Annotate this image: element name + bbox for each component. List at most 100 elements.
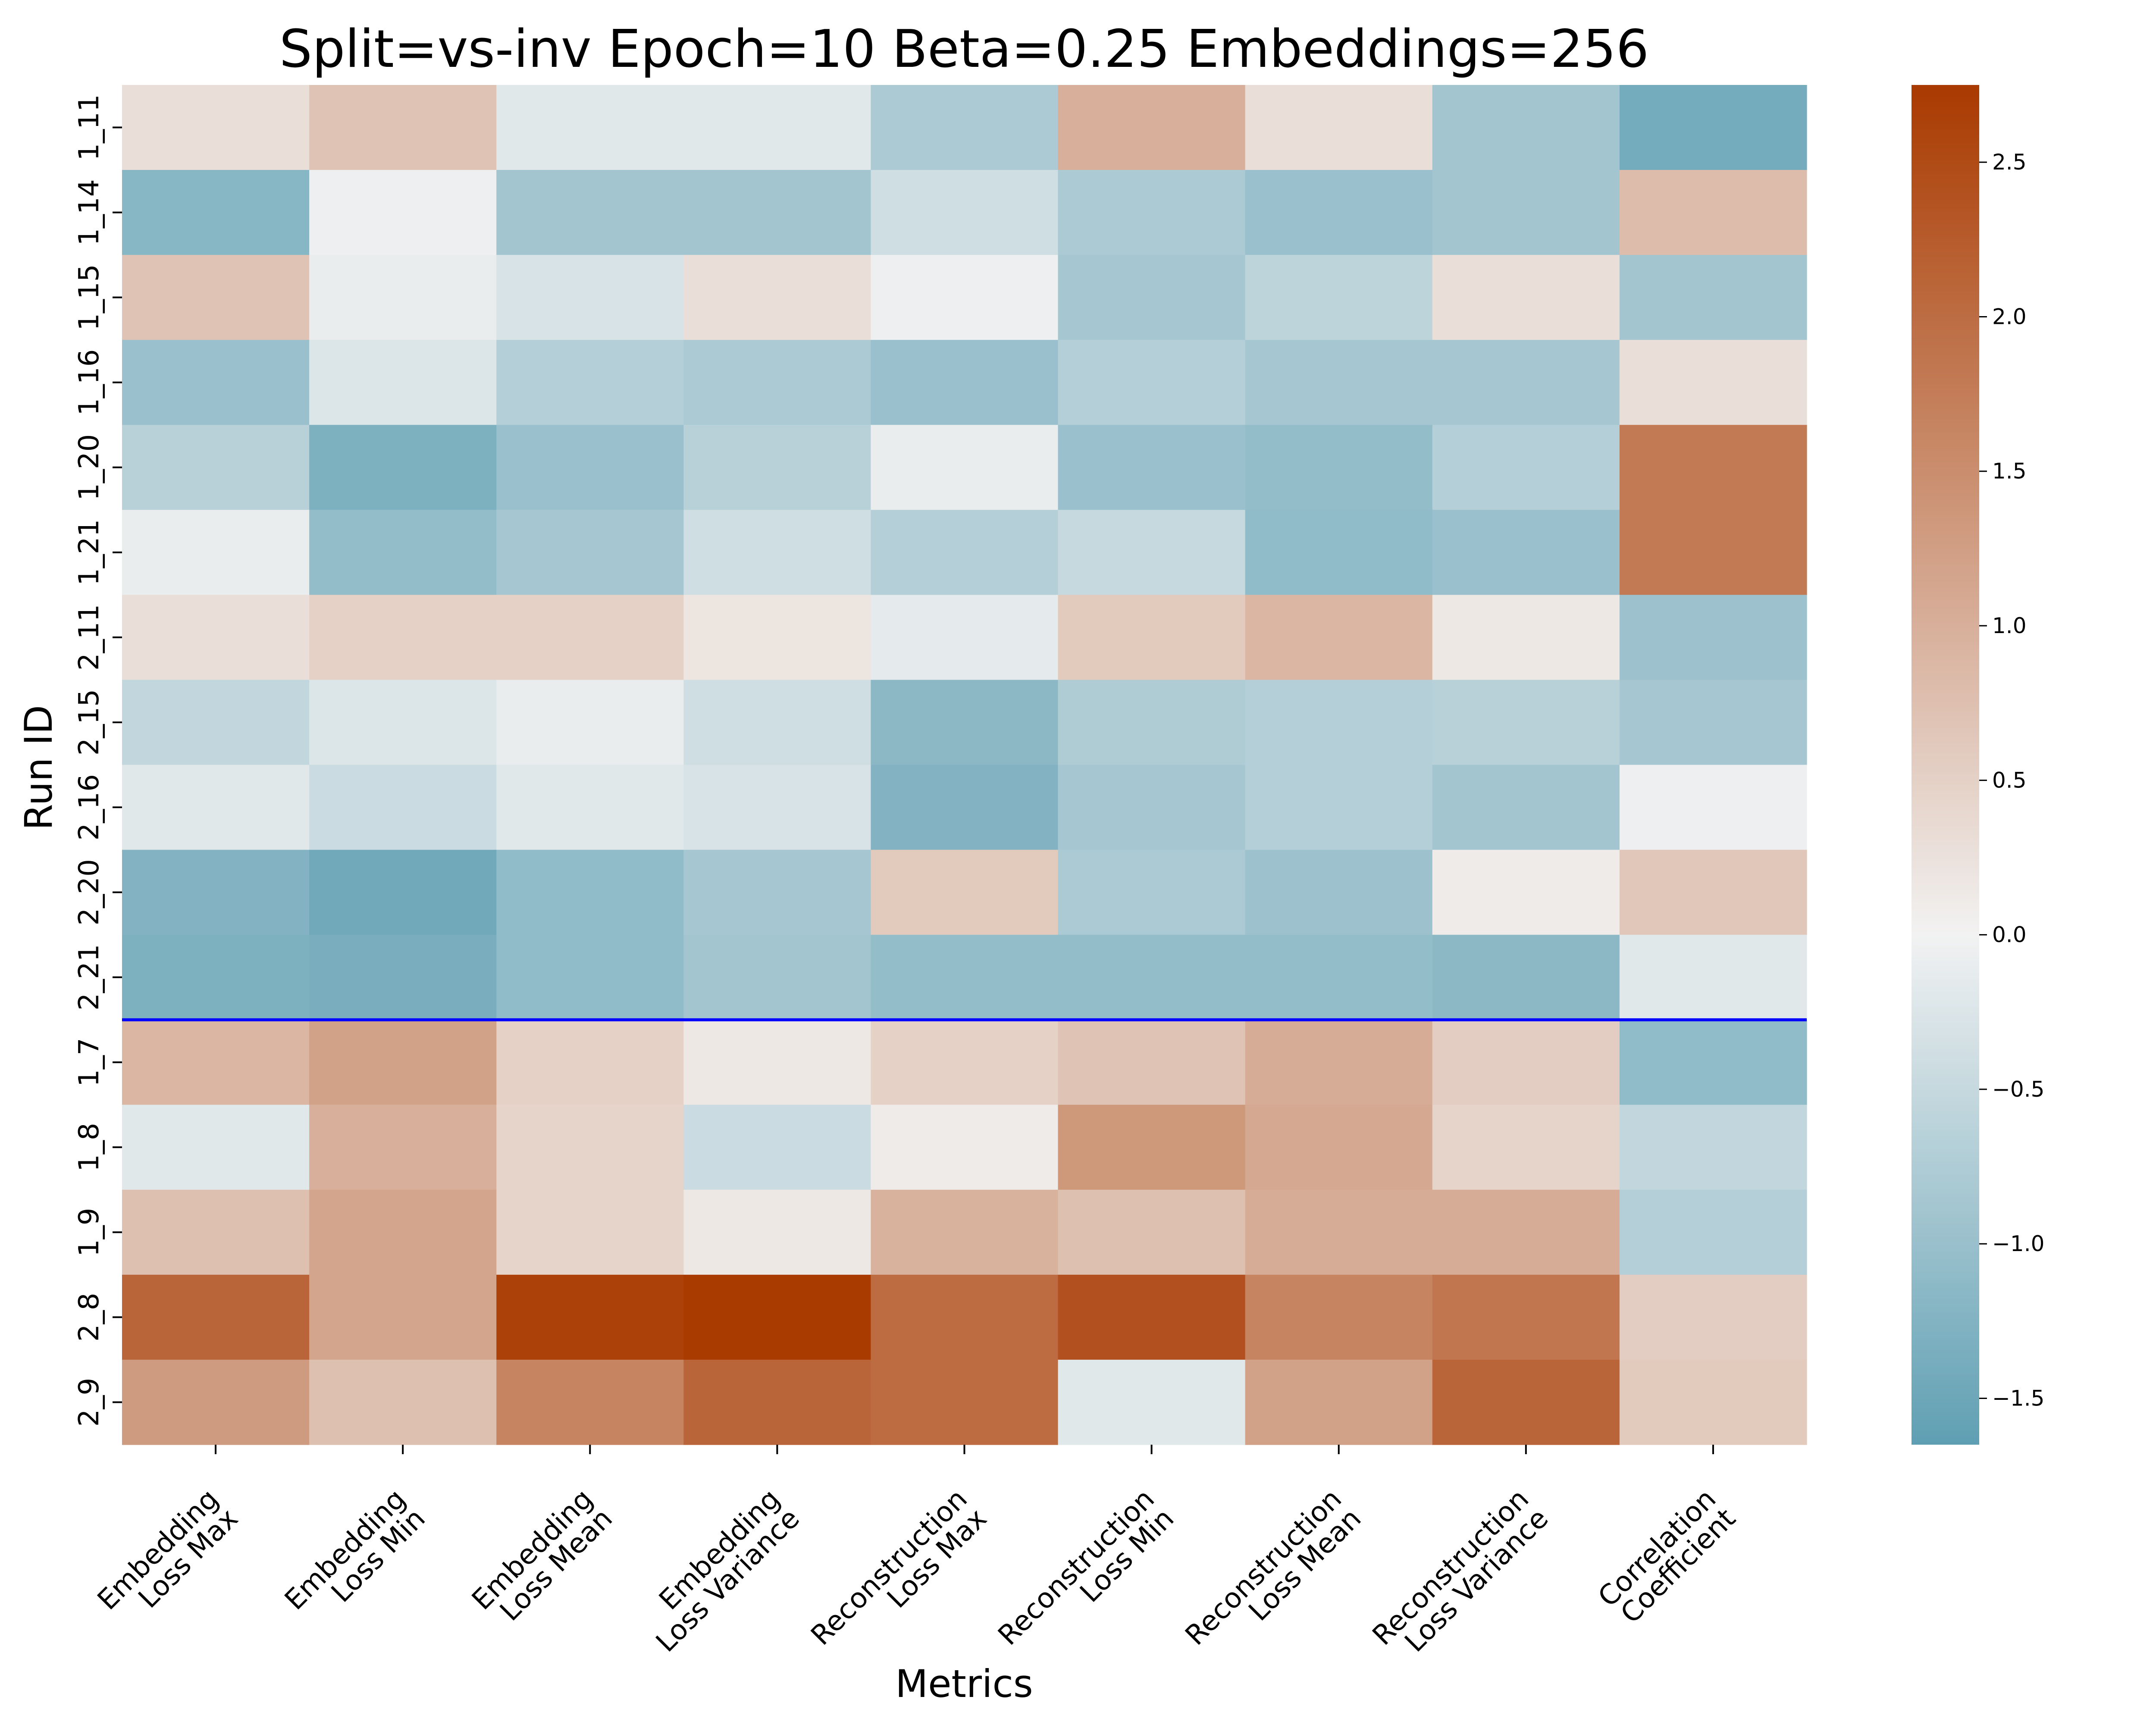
heatmap-cell	[1058, 680, 1246, 765]
colorbar-tick-label: −0.5	[1992, 1077, 2044, 1102]
heatmap-cell	[871, 850, 1059, 935]
heatmap-cell	[871, 340, 1059, 425]
heatmap-cell	[1432, 850, 1620, 935]
heatmap-cell	[122, 340, 310, 425]
heatmap-cell	[1058, 510, 1246, 595]
x-tick-label: ReconstructionLoss Variance	[1366, 1483, 1554, 1671]
heatmap-cell	[1058, 425, 1246, 510]
heatmap-cell	[1619, 850, 1807, 935]
heatmap-cell	[1058, 340, 1246, 425]
heatmap-cell	[1619, 255, 1807, 340]
heatmap-cell	[309, 1274, 497, 1360]
heatmap-cell	[1432, 170, 1620, 255]
y-tick-label: 1_15	[73, 264, 105, 331]
heatmap-cell	[683, 1274, 871, 1360]
colorbar-tick-label: −1.5	[1992, 1386, 2044, 1411]
y-tick-label: 2_11	[73, 604, 105, 671]
heatmap-cell	[496, 340, 684, 425]
heatmap-cell	[122, 85, 310, 170]
x-tick-label: EmbeddingLoss Mean	[466, 1483, 619, 1636]
heatmap-cell	[1245, 935, 1433, 1020]
y-tick-label: 1_16	[73, 349, 105, 416]
heatmap-cell	[871, 425, 1059, 510]
heatmap-cell	[871, 170, 1059, 255]
heatmap-cell	[871, 85, 1059, 170]
heatmap-cell	[496, 510, 684, 595]
heatmap-cell	[1245, 340, 1433, 425]
heatmap-cell	[496, 765, 684, 850]
x-tick-label: ReconstructionLoss Mean	[1179, 1483, 1367, 1671]
y-tick-label: 1_8	[73, 1123, 105, 1172]
heatmap-cell	[683, 425, 871, 510]
heatmap-cell	[309, 850, 497, 935]
heatmap-cell	[496, 850, 684, 935]
y-tick-label: 1_20	[73, 434, 105, 501]
heatmap-cell	[871, 680, 1059, 765]
heatmap-cell	[122, 510, 310, 595]
heatmap-cell	[1245, 595, 1433, 681]
heatmap-cell	[1619, 510, 1807, 595]
heatmap-cell	[122, 765, 310, 850]
heatmap-cell	[1058, 935, 1246, 1020]
x-axis-ticks: EmbeddingLoss Max EmbeddingLoss Min Embedd…	[91, 1445, 1742, 1671]
heatmap-cell	[871, 595, 1059, 681]
heatmap-cell	[1245, 255, 1433, 340]
heatmap-cell	[122, 680, 310, 765]
heatmap-cell	[1245, 85, 1433, 170]
y-tick-label: 1_9	[73, 1208, 105, 1257]
colorbar-tick-label: −1.0	[1992, 1231, 2044, 1256]
colorbar-tick-label: 2.5	[1992, 150, 2027, 175]
heatmap-cell	[871, 935, 1059, 1020]
y-tick-label: 1_11	[73, 94, 105, 160]
heatmap-cell	[683, 1104, 871, 1190]
heatmap-cell	[309, 1359, 497, 1445]
heatmap-cell	[122, 1359, 310, 1445]
heatmap-cell	[1245, 680, 1433, 765]
heatmap-cell	[309, 85, 497, 170]
heatmap-cell	[1619, 1189, 1807, 1275]
heatmap-cell	[1058, 765, 1246, 850]
heatmap-cell	[1619, 935, 1807, 1020]
heatmap-cell	[122, 425, 310, 510]
heatmap-cell	[1245, 170, 1433, 255]
heatmap-cell	[309, 255, 497, 340]
heatmap-cell	[1432, 680, 1620, 765]
heatmap-cell	[871, 1189, 1059, 1275]
heatmap-cell	[496, 1104, 684, 1190]
heatmap-cell	[1245, 510, 1433, 595]
heatmap-cell	[1619, 1274, 1807, 1360]
colorbar-tick-label: 0.5	[1992, 768, 2027, 793]
heatmap-cell	[309, 425, 497, 510]
heatmap-cell	[1432, 595, 1620, 681]
heatmap-cell	[1432, 1104, 1620, 1190]
heatmap-cell	[122, 1019, 310, 1105]
heatmap-cell	[1245, 1019, 1433, 1105]
heatmap-cell	[1058, 255, 1246, 340]
x-tick-label: ReconstructionLoss Min	[992, 1483, 1180, 1671]
heatmap-cell	[122, 1189, 310, 1275]
heatmap-cell	[1619, 765, 1807, 850]
heatmap-cell	[683, 595, 871, 681]
heatmap-cell	[871, 1359, 1059, 1445]
heatmap-cell	[683, 680, 871, 765]
heatmap-cell	[1058, 850, 1246, 935]
heatmap-cell	[1058, 1104, 1246, 1190]
heatmap-cell	[1432, 765, 1620, 850]
heatmap-cell	[683, 850, 871, 935]
heatmap-cell	[683, 935, 871, 1020]
y-tick-label: 2_20	[73, 859, 105, 925]
y-tick-label: 1_14	[73, 179, 105, 246]
x-tick-label: EmbeddingLoss Min	[279, 1483, 431, 1636]
heatmap-cell	[871, 1019, 1059, 1105]
heatmap-cell	[1432, 1019, 1620, 1105]
heatmap-cell	[1058, 1359, 1246, 1445]
x-tick-label: EmbeddingLoss Variance	[630, 1483, 806, 1659]
heatmap-cell	[1058, 595, 1246, 681]
heatmap-cell	[1619, 595, 1807, 681]
y-axis-label: Run ID	[16, 705, 61, 830]
heatmap-cell	[871, 510, 1059, 595]
heatmap-cell	[309, 510, 497, 595]
heatmap-cell	[1432, 85, 1620, 170]
x-tick-label: EmbeddingLoss Max	[91, 1483, 244, 1636]
